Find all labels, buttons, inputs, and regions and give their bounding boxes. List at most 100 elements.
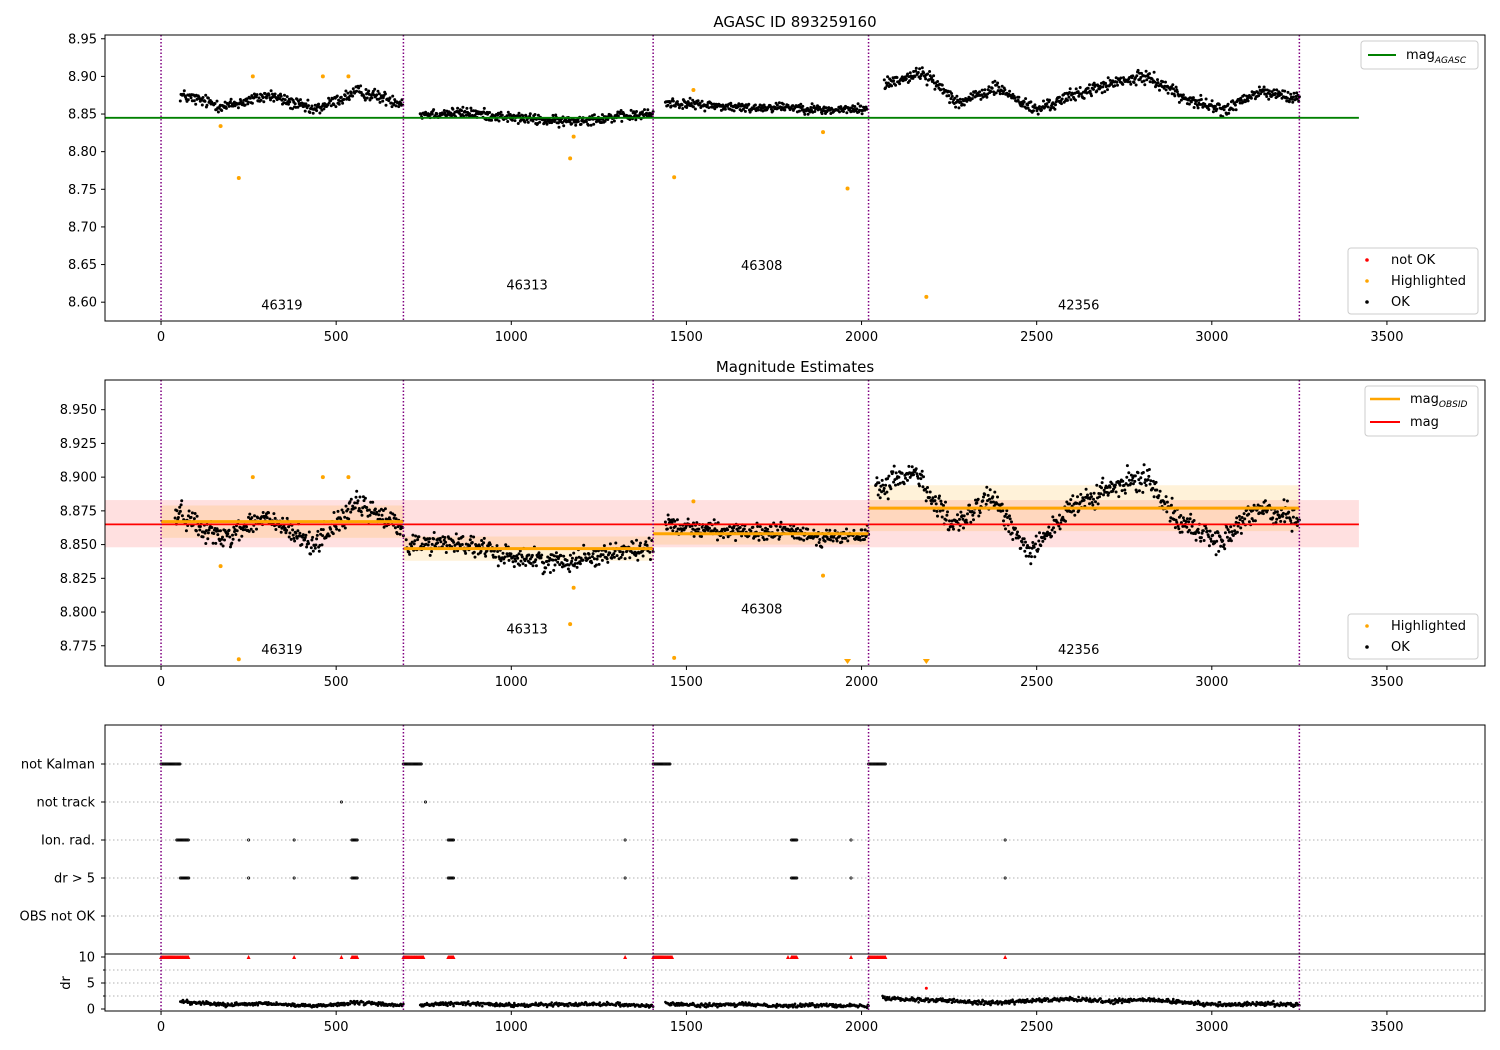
ok-point bbox=[878, 488, 882, 492]
ok-point bbox=[612, 552, 616, 556]
ok-point bbox=[1128, 80, 1132, 84]
ok-point bbox=[277, 94, 280, 98]
ok-point bbox=[944, 518, 948, 522]
ok-point bbox=[1217, 103, 1221, 107]
highlighted-point bbox=[236, 176, 241, 180]
x-tick-label: 0 bbox=[157, 330, 165, 345]
ok-point bbox=[219, 529, 222, 533]
ok-point bbox=[568, 553, 572, 557]
y-tick-label: 8.875 bbox=[60, 504, 97, 519]
ok-point bbox=[1207, 535, 1211, 539]
ok-point bbox=[671, 529, 675, 533]
dr-point bbox=[716, 1005, 719, 1009]
ok-point bbox=[978, 511, 982, 515]
ok-point bbox=[231, 537, 235, 541]
ok-point bbox=[996, 495, 999, 499]
ok-point bbox=[799, 102, 803, 106]
x-tick-label: 3500 bbox=[1370, 330, 1403, 345]
ok-point bbox=[924, 77, 928, 81]
flag-marker bbox=[452, 876, 456, 880]
ok-point bbox=[533, 113, 537, 116]
ok-point bbox=[285, 95, 289, 99]
ok-point bbox=[914, 467, 918, 471]
ok-point bbox=[606, 560, 610, 564]
ok-point bbox=[1177, 527, 1181, 531]
ok-point bbox=[1201, 105, 1205, 109]
ok-point bbox=[1047, 525, 1051, 529]
ok-point bbox=[1278, 515, 1282, 519]
ok-point bbox=[517, 111, 521, 115]
ok-point bbox=[332, 103, 336, 107]
ok-point bbox=[383, 507, 387, 511]
ok-point bbox=[192, 517, 196, 521]
ok-point bbox=[1020, 540, 1024, 544]
ok-point bbox=[942, 504, 945, 507]
ok-point bbox=[339, 95, 343, 99]
ok-point bbox=[1156, 78, 1159, 82]
flag-marker bbox=[423, 800, 427, 804]
ok-point bbox=[972, 518, 975, 522]
ok-point bbox=[663, 520, 667, 524]
obsid-label: 46313 bbox=[506, 623, 547, 638]
ok-point bbox=[332, 511, 336, 514]
ok-point bbox=[801, 526, 805, 530]
highlighted-point bbox=[691, 87, 696, 92]
ok-point bbox=[931, 78, 935, 82]
ok-point bbox=[311, 111, 315, 115]
dr-point bbox=[988, 1000, 991, 1003]
y-tick-label: 8.90 bbox=[68, 70, 97, 85]
ok-point bbox=[1148, 80, 1152, 84]
ok-point bbox=[540, 553, 544, 557]
ok-point bbox=[370, 96, 374, 100]
ok-point bbox=[351, 94, 355, 98]
ok-point bbox=[1136, 68, 1140, 72]
ok-point bbox=[1017, 95, 1021, 99]
ok-point bbox=[1077, 94, 1081, 98]
legend-label-mag: mag bbox=[1410, 415, 1439, 430]
dr-point bbox=[787, 1006, 790, 1009]
ok-point bbox=[1295, 91, 1299, 95]
ok-point bbox=[534, 564, 538, 568]
ok-point bbox=[1281, 511, 1285, 515]
ok-point bbox=[1086, 86, 1090, 90]
ok-point bbox=[1291, 95, 1295, 99]
flag-marker bbox=[187, 876, 191, 880]
ok-point bbox=[1159, 82, 1163, 86]
ok-point bbox=[635, 538, 638, 542]
ok-point bbox=[985, 485, 989, 489]
ok-point bbox=[1142, 463, 1146, 467]
ok-point bbox=[1048, 532, 1052, 535]
ok-point bbox=[1185, 525, 1189, 529]
ok-point bbox=[935, 509, 939, 513]
ok-point bbox=[993, 79, 997, 83]
ok-point bbox=[993, 490, 997, 494]
ok-point bbox=[310, 538, 314, 542]
ok-point bbox=[1175, 520, 1179, 524]
ok-point bbox=[1090, 501, 1094, 504]
ok-point bbox=[1285, 516, 1289, 520]
ok-point bbox=[695, 521, 699, 525]
y-tick-label: 8.70 bbox=[68, 220, 97, 235]
ok-point bbox=[711, 105, 715, 109]
ok-point bbox=[968, 503, 971, 507]
ok-point bbox=[1291, 100, 1295, 104]
ok-point bbox=[1246, 99, 1250, 103]
ok-point bbox=[669, 526, 673, 530]
ok-point bbox=[961, 517, 965, 521]
ok-point bbox=[496, 564, 500, 568]
ok-point bbox=[1185, 517, 1189, 521]
ok-point bbox=[844, 536, 848, 540]
ok-point bbox=[930, 76, 934, 80]
ok-point bbox=[636, 558, 640, 562]
ok-point bbox=[895, 76, 899, 79]
ok-point bbox=[227, 528, 231, 532]
ok-point bbox=[790, 534, 794, 538]
ok-point bbox=[1249, 96, 1253, 100]
ok-point bbox=[1113, 84, 1117, 88]
ok-point bbox=[726, 528, 730, 532]
ok-point bbox=[1191, 96, 1195, 100]
ok-point bbox=[1177, 100, 1181, 104]
ok-point bbox=[432, 537, 436, 541]
ok-point bbox=[594, 563, 598, 567]
ok-point bbox=[1076, 90, 1080, 94]
